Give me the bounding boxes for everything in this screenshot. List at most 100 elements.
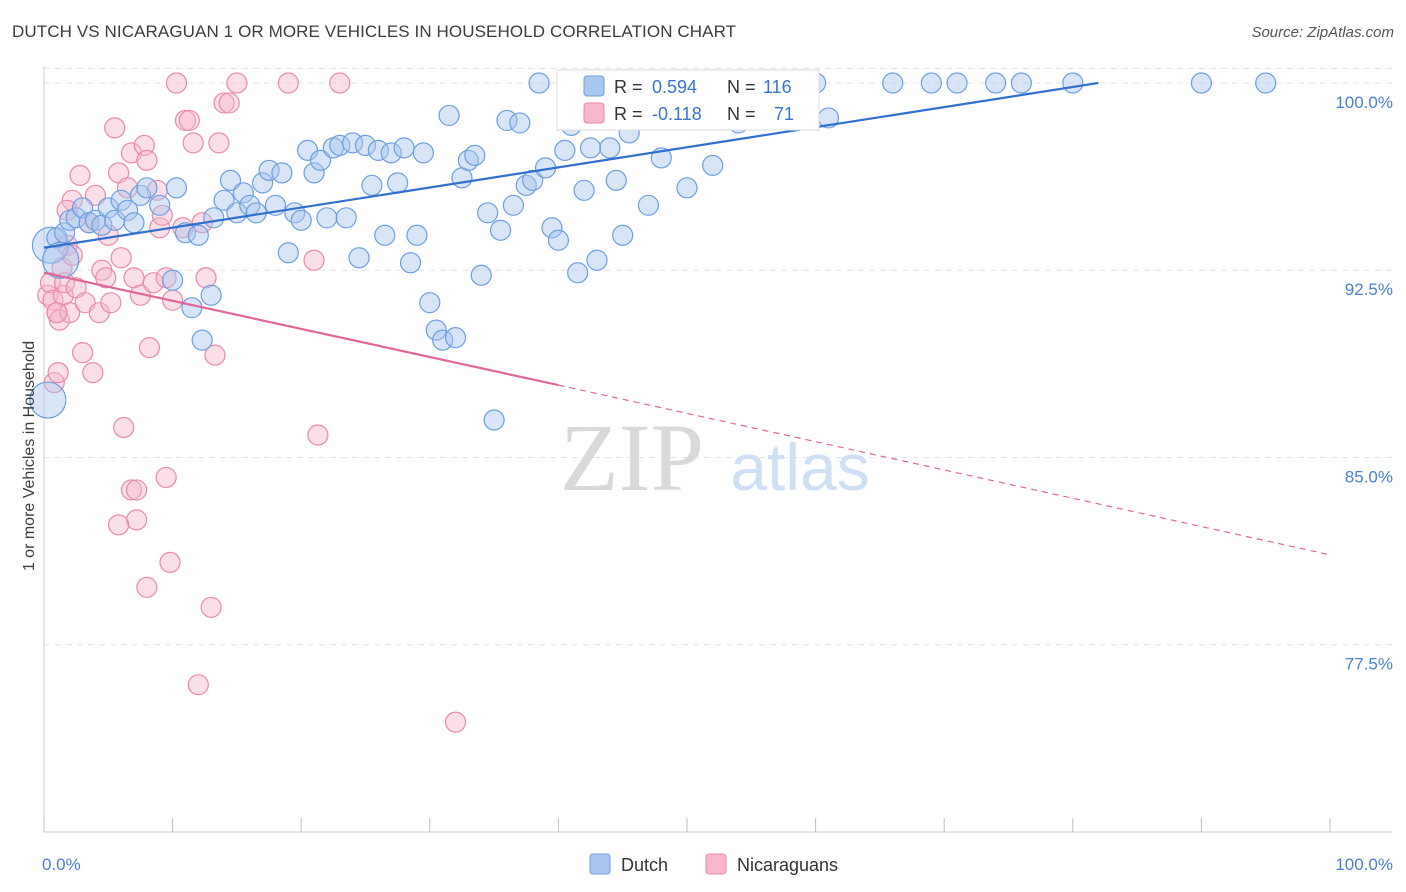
dutch-point [348,247,370,269]
nicaraguans-point [178,109,200,132]
dutch-point [213,189,235,211]
nicaraguans-point [136,576,158,598]
correlation-legend: R = 0.594 N = 116 R = -0.118 N = 71 [556,69,820,131]
dutch-point [290,209,312,231]
x-tick-label-max: 100.0% [1335,855,1393,874]
dutch-point [425,319,447,341]
dutch-point [920,72,942,94]
dutch-point [579,137,602,159]
dutch-point [165,177,188,199]
nicaraguans-point [200,596,222,618]
dutch-point [554,139,576,161]
dutch-point [502,194,524,216]
nicaraguans-point [204,344,226,366]
dutch-point [53,222,76,244]
dutch-legend-key [589,853,611,875]
dutch-point [547,229,570,251]
dutch-point [187,224,209,246]
dutch-point [258,159,280,181]
nicaraguans-points [37,72,467,733]
dutch-point [637,194,660,216]
nicaraguans-point [195,267,217,289]
nicaraguans-point [218,92,240,114]
nicaraguans-point [138,337,161,359]
nicaraguans-point [59,302,81,324]
nicaraguans-point [69,164,91,186]
dutch-point [203,207,225,229]
nic-legend-key [705,853,727,875]
nicaraguans-point [71,342,94,364]
nicaraguans-point [213,92,235,114]
nicaraguans-point [125,479,148,501]
dutch-point [1062,72,1084,94]
dutch-point [387,172,409,194]
nic-n-label: N = [727,104,756,124]
dutch-point [354,134,377,156]
dutch-point [541,217,563,239]
nicaraguans-point [100,292,122,314]
nicaraguans-point [95,267,117,289]
nicaraguans-point [110,247,132,269]
nicaraguans-point [84,184,107,206]
dutch-trend-line [43,81,1099,249]
dutch-point [477,202,499,224]
nicaraguans-point [120,479,143,501]
dutch-point [412,142,434,164]
dutch-point [219,169,242,191]
nicaraguans-point [444,711,467,733]
tick-labels: 77.5% 85.0% 92.5% 100.0% 0.0% 100.0% [42,93,1393,874]
dutch-point [464,144,486,166]
dutch-point [599,137,621,159]
dutch-point [123,212,145,234]
dutch-point [162,269,184,291]
watermark-atlas: atlas [730,430,869,504]
source-label: Source: ZipAtlas.com [1251,24,1394,41]
dutch-point [432,329,454,351]
dutch-point [702,154,724,176]
nicaraguans-point [155,466,177,489]
nicaraguans-point [107,514,130,536]
dutch-point [200,284,222,306]
dutch-n-value: 116 [763,77,792,97]
dutch-point [1190,72,1213,94]
trend-lines [43,81,1331,556]
dutch-point [605,169,627,191]
x-tick-label-min: 0.0% [42,855,81,874]
dutch-legend-label: Dutch [621,855,668,875]
dutch-point [303,162,325,184]
dutch-point [309,149,332,171]
y-tick-label: 85.0% [1345,467,1393,486]
nic-legend-swatch [583,102,605,124]
dutch-point [676,177,698,199]
watermark-zip: ZIP [560,404,704,511]
nicaraguans-point [113,416,135,439]
nicaraguans-point [307,424,329,446]
nic-legend-label: Nicaraguans [737,855,838,875]
dutch-point [1010,72,1032,94]
dutch-point [367,139,389,161]
dutch-point [329,134,351,156]
y-tick-label: 100.0% [1335,93,1393,112]
dutch-point [946,72,968,94]
dutch-point [277,242,299,264]
dutch-point [573,179,595,201]
dutch-point [406,224,428,246]
nicaraguans-point [46,302,68,324]
dutch-point [470,264,492,286]
dutch-point [374,224,396,246]
nicaraguans-point [329,72,351,94]
nicaraguans-point [159,551,181,573]
dutch-point [191,329,213,351]
nicaraguans-point [42,289,64,311]
dutch-point [444,327,467,349]
nicaraguans-point [104,117,126,139]
grid-lines [44,67,1392,646]
dutch-r-value: 0.594 [652,77,697,97]
nic-n-value: 71 [774,104,794,124]
dutch-point [483,409,505,431]
nicaraguans-point [277,72,299,94]
nicaraguans-point [120,142,143,164]
dutch-point [335,207,357,229]
